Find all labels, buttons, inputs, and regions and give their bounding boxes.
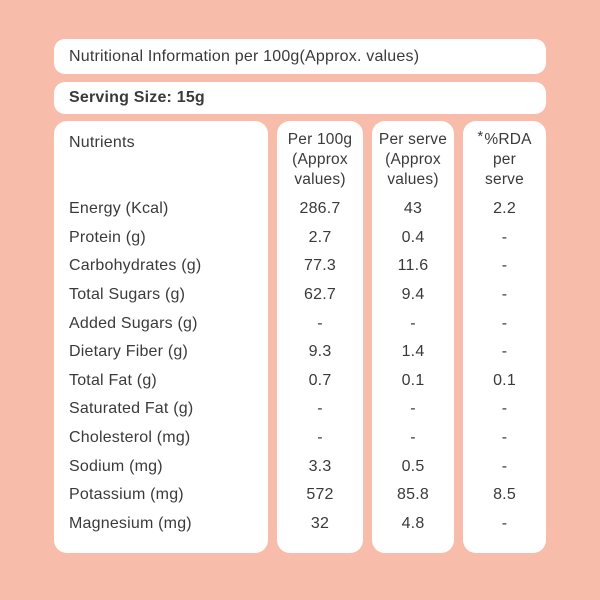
per-serve-value: 11.6: [397, 257, 429, 275]
per-100g-value: 2.7: [308, 228, 332, 246]
asterisk-marker: *: [477, 128, 484, 145]
column-header-rda: *%RDA per serve: [463, 121, 546, 195]
per-100g-value: 286.7: [299, 200, 341, 218]
nutrient-label: Energy (Kcal): [69, 200, 169, 218]
per-100g-value: 62.7: [304, 286, 336, 304]
nutrient-label: Carbohydrates (g): [69, 257, 202, 275]
rda-value: -: [501, 257, 508, 275]
per-serve-value: -: [410, 314, 416, 332]
per-100g-value: -: [317, 314, 323, 332]
header-line: values): [387, 171, 439, 188]
rda-value: -: [501, 514, 508, 532]
per-100g-value: 32: [310, 514, 330, 532]
per-serve-value: -: [410, 429, 416, 447]
title-text: Nutritional Information per 100g(Approx.…: [69, 47, 420, 65]
nutrient-label: Magnesium (mg): [69, 514, 192, 532]
rda-value: -: [501, 343, 508, 361]
column-header-nutrients: Nutrients: [69, 134, 135, 151]
per-serve-value: 1.4: [401, 343, 425, 361]
header-line: *%RDA: [463, 128, 546, 150]
per-100g-value: 0.7: [308, 371, 332, 389]
per-serve-value: 0.1: [401, 371, 425, 389]
per-serve-value: 9.4: [401, 286, 425, 304]
nutrition-table: Nutrients Energy (Kcal) Protein (g) Carb…: [54, 121, 546, 553]
nutrient-label: Saturated Fat (g): [69, 400, 194, 418]
per-100g-value: 572: [306, 486, 334, 504]
per-serve-value: 4.8: [401, 514, 425, 532]
nutrient-label: Protein (g): [69, 228, 146, 246]
per-serve-value: -: [410, 400, 416, 418]
header-line: (Approx: [292, 151, 348, 168]
nutrient-label: Total Sugars (g): [69, 286, 186, 304]
per-serve-value: 43: [403, 200, 423, 218]
column-rda-per-serve: *%RDA per serve 2.2 - - - - - 0.1 - - - …: [463, 121, 546, 553]
header-line-text: %RDA: [484, 131, 532, 148]
serving-size-bar: Serving Size: 15g: [54, 82, 546, 114]
serving-size-text: Serving Size: 15g: [69, 89, 205, 106]
nutrient-label: Sodium (mg): [69, 457, 163, 475]
header-line: (Approx: [385, 151, 441, 168]
rda-value: 0.1: [493, 371, 516, 389]
nutrient-label: Total Fat (g): [69, 371, 157, 389]
title-bar: Nutritional Information per 100g(Approx.…: [54, 39, 546, 74]
nutrient-label: Added Sugars (g): [69, 314, 198, 332]
header-line: per: [492, 151, 516, 168]
rda-value: 8.5: [493, 486, 516, 504]
column-per-100g: Per 100g (Approx values) 286.7 2.7 77.3 …: [277, 121, 363, 553]
per-100g-value: -: [317, 429, 323, 447]
per-100g-value: 9.3: [308, 343, 332, 361]
per-serve-value: 0.4: [401, 228, 425, 246]
column-nutrients: Nutrients Energy (Kcal) Protein (g) Carb…: [54, 121, 268, 553]
header-line: Per 100g: [287, 131, 353, 148]
rda-value: -: [501, 314, 508, 332]
rda-value: 2.2: [493, 200, 516, 218]
per-serve-value: 85.8: [397, 486, 429, 504]
rda-value: -: [501, 429, 508, 447]
header-line: Per serve: [378, 131, 448, 148]
per-serve-value: 0.5: [401, 457, 425, 475]
header-line: serve: [485, 171, 524, 188]
nutrient-label: Dietary Fiber (g): [69, 343, 188, 361]
rda-value: -: [501, 457, 508, 475]
column-header-per-serve: Per serve (Approx values): [372, 121, 454, 195]
header-line: values): [294, 171, 346, 188]
rda-value: -: [501, 228, 508, 246]
column-header-per-100g: Per 100g (Approx values): [277, 121, 363, 195]
nutrient-label: Cholesterol (mg): [69, 429, 191, 447]
per-100g-value: 3.3: [308, 457, 332, 475]
nutrient-label: Potassium (mg): [69, 486, 184, 504]
column-per-serve: Per serve (Approx values) 43 0.4 11.6 9.…: [372, 121, 454, 553]
rda-value: -: [501, 400, 508, 418]
per-100g-value: -: [317, 400, 323, 418]
rda-value: -: [501, 286, 508, 304]
per-100g-value: 77.3: [304, 257, 336, 275]
